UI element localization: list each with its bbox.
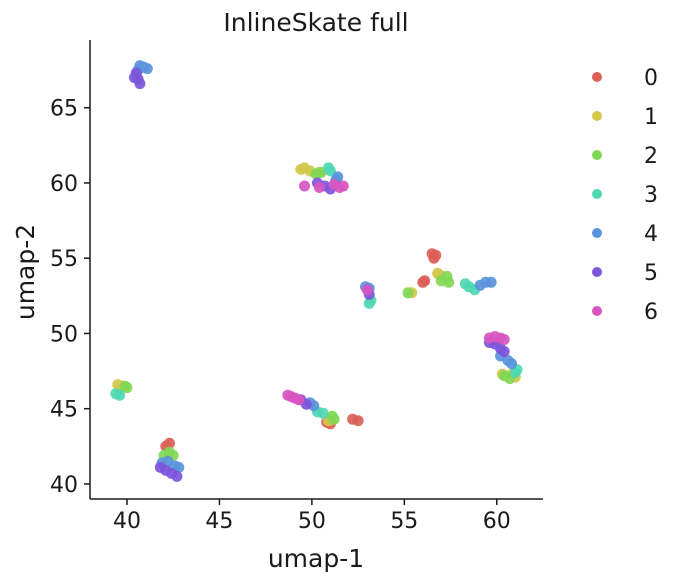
- point-series-5-3: [128, 72, 140, 84]
- point-series-0-10: [430, 249, 442, 261]
- point-series-6-4: [299, 180, 310, 192]
- legend-label: 3: [644, 183, 658, 208]
- y-tick-label: 40: [50, 473, 78, 498]
- point-series-3-7: [363, 297, 375, 309]
- legend-label: 2: [644, 144, 658, 169]
- legend-label: 6: [644, 300, 658, 325]
- legend-item-5: 5: [592, 261, 658, 286]
- point-series-6-9: [361, 284, 373, 296]
- y-tick-label: 55: [50, 247, 78, 272]
- point-series-6-13: [498, 334, 510, 345]
- y-tick-label: 45: [50, 398, 78, 423]
- point-series-3-1: [110, 388, 122, 400]
- chart-title: InlineSkate full: [223, 8, 408, 37]
- legend-label: 0: [644, 66, 658, 91]
- legend-label: 1: [644, 105, 658, 130]
- y-axis-label: umap-2: [11, 224, 40, 320]
- point-series-4-16: [485, 276, 497, 288]
- legend: 0 1 2 3 4 5 6: [592, 66, 658, 325]
- points-layer: [110, 60, 523, 482]
- point-series-5-17: [498, 346, 510, 357]
- point-series-0-9: [417, 276, 429, 288]
- point-series-2-1: [121, 382, 133, 394]
- legend-marker: [592, 111, 602, 121]
- point-series-6-8: [337, 180, 349, 192]
- legend-marker: [592, 228, 602, 238]
- x-tick-label: 60: [483, 509, 511, 534]
- y-tick-label: 65: [50, 97, 78, 122]
- legend-marker: [592, 150, 602, 160]
- point-series-3-5: [324, 165, 336, 177]
- legend-item-1: 1: [592, 105, 658, 130]
- x-tick-label: 40: [113, 509, 141, 534]
- legend-label: 4: [644, 222, 658, 247]
- legend-item-0: 0: [592, 66, 658, 91]
- x-axis-label: umap-1: [268, 544, 364, 573]
- legend-marker: [592, 72, 602, 82]
- point-series-2-12: [443, 276, 455, 288]
- point-series-5-7: [171, 470, 183, 482]
- y-ticks: 40 45 50 55 60 65: [50, 97, 90, 498]
- point-series-3-3: [317, 407, 329, 419]
- point-series-2-8: [328, 413, 340, 425]
- point-series-0-3: [352, 415, 364, 427]
- legend-marker: [592, 267, 602, 277]
- x-tick-label: 50: [298, 509, 326, 534]
- point-series-3-12: [509, 367, 521, 379]
- y-tick-label: 60: [50, 172, 78, 197]
- x-ticks: 40 45 50 55 60: [113, 499, 511, 534]
- x-tick-label: 55: [390, 509, 418, 534]
- legend-marker: [592, 189, 602, 199]
- point-series-6-3: [293, 394, 305, 406]
- y-tick-label: 50: [50, 322, 78, 347]
- legend-marker: [592, 306, 602, 316]
- legend-item-4: 4: [592, 222, 658, 247]
- legend-item-3: 3: [592, 183, 658, 208]
- legend-item-2: 2: [592, 144, 658, 169]
- point-series-2-9: [402, 287, 414, 299]
- point-series-4-2: [141, 63, 153, 75]
- legend-label: 5: [644, 261, 658, 286]
- point-series-4-19: [506, 358, 518, 370]
- point-series-6-5: [313, 182, 325, 193]
- x-tick-label: 45: [205, 509, 233, 534]
- point-series-4-7: [173, 461, 185, 473]
- legend-item-6: 6: [592, 300, 658, 325]
